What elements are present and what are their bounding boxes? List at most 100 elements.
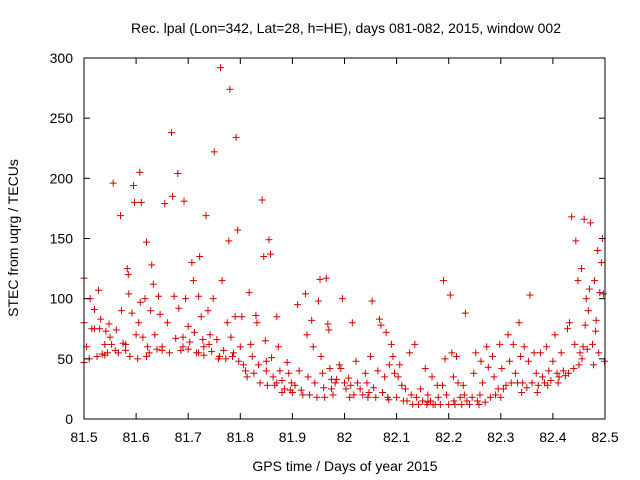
data-point [578, 265, 586, 273]
data-point [136, 168, 144, 176]
data-point [125, 290, 133, 298]
data-point [217, 64, 225, 72]
data-point [174, 170, 182, 178]
data-point [372, 393, 380, 401]
data-point [273, 379, 281, 387]
data-point [509, 340, 517, 348]
data-point [445, 401, 453, 409]
data-point [243, 373, 251, 381]
chart-title: Rec. lpal (Lon=342, Lat=28, h=HE), days … [131, 20, 561, 36]
data-point [590, 361, 598, 369]
data-point [387, 340, 395, 348]
x-tick-label: 81.7 [175, 429, 202, 445]
data-point [578, 355, 586, 363]
data-point [269, 373, 277, 381]
data-point [170, 292, 178, 300]
data-point [580, 215, 588, 223]
data-point [210, 148, 218, 156]
data-point [184, 345, 192, 353]
data-point [234, 226, 242, 234]
data-point [554, 379, 562, 387]
data-point [545, 367, 553, 375]
data-point [374, 367, 382, 375]
data-point [223, 319, 231, 327]
data-point [472, 349, 480, 357]
data-point [551, 331, 559, 339]
data-point [581, 321, 589, 329]
data-point [135, 319, 143, 327]
data-point [226, 85, 234, 93]
data-point [200, 351, 208, 359]
data-point [454, 379, 462, 387]
x-tick-label: 81.6 [122, 429, 149, 445]
data-point [477, 357, 485, 365]
data-point [177, 346, 185, 354]
data-point [93, 352, 101, 360]
data-point [382, 328, 390, 336]
data-point [196, 253, 204, 261]
data-point [398, 381, 406, 389]
data-point [533, 389, 541, 397]
data-point [481, 398, 489, 406]
data-point [156, 310, 164, 318]
data-point [291, 381, 299, 389]
data-point [518, 389, 526, 397]
y-tick-label: 100 [50, 291, 74, 307]
data-point [342, 385, 350, 393]
data-point [295, 367, 303, 375]
data-point [122, 340, 130, 348]
data-point [180, 197, 188, 205]
data-point [549, 357, 557, 365]
data-point [347, 381, 355, 389]
data-point [584, 307, 592, 315]
data-point [306, 391, 314, 399]
data-point [538, 373, 546, 381]
data-point [263, 381, 271, 389]
data-point [385, 361, 393, 369]
data-point [327, 375, 335, 383]
data-point [356, 385, 364, 393]
data-point [253, 319, 261, 327]
data-point [309, 343, 317, 351]
data-point [450, 397, 458, 405]
x-tick-label: 81.9 [279, 429, 306, 445]
data-point [165, 349, 173, 357]
data-point [169, 192, 177, 200]
data-point [517, 352, 525, 360]
data-point [179, 343, 187, 351]
x-axis: 81.5 81.6 81.7 81.8 81.9 82 82.1 82.2 82.3 82.4 82… [70, 58, 619, 445]
data-point [317, 352, 325, 360]
data-point [401, 385, 409, 393]
data-point [286, 386, 294, 394]
y-tick-label: 50 [57, 351, 73, 367]
data-point [544, 381, 552, 389]
data-point [260, 253, 268, 261]
data-point [446, 291, 454, 299]
data-point [247, 340, 255, 348]
data-point [414, 401, 422, 409]
data-point [252, 312, 260, 320]
y-axis: 0 50 100 150 200 250 300 [50, 50, 605, 427]
data-point [370, 384, 378, 392]
plot-frame [83, 57, 606, 420]
data-point [151, 331, 159, 339]
data-point [364, 393, 372, 401]
y-tick-label: 200 [50, 170, 74, 186]
data-point [163, 319, 171, 327]
data-point [434, 393, 442, 401]
data-point [566, 319, 574, 327]
data-point [118, 307, 126, 315]
data-point [126, 352, 134, 360]
data-point [555, 373, 563, 381]
data-point [276, 367, 284, 375]
y-tick-label: 300 [50, 50, 74, 66]
data-point [188, 259, 196, 267]
data-point [466, 401, 474, 409]
data-point [235, 357, 243, 365]
data-point [145, 349, 153, 357]
data-point [504, 331, 512, 339]
data-point [449, 373, 457, 381]
data-point [579, 343, 587, 351]
data-point [314, 297, 322, 305]
data-point [232, 133, 240, 141]
